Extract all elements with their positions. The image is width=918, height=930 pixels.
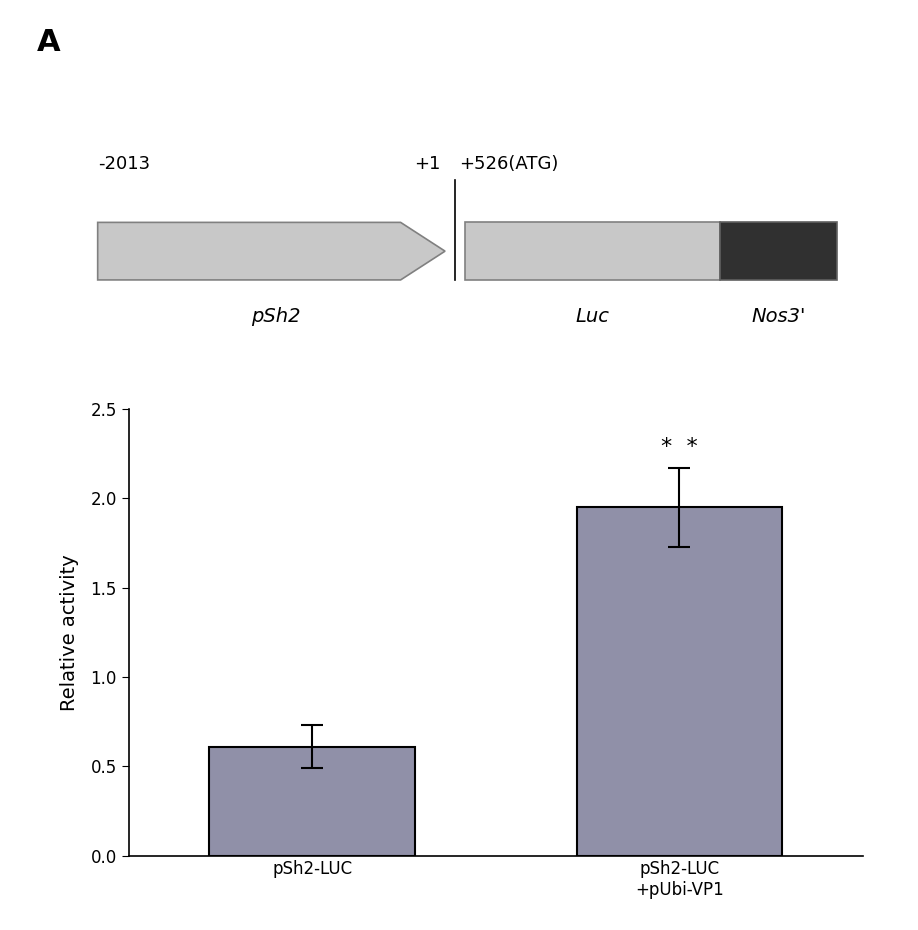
Text: *  *: * *	[661, 437, 698, 458]
Text: Nos3': Nos3'	[751, 307, 805, 326]
Text: A: A	[37, 28, 61, 57]
Bar	[465, 222, 720, 280]
Text: Luc: Luc	[576, 307, 610, 326]
Y-axis label: Relative activity: Relative activity	[61, 554, 79, 711]
Bar	[720, 222, 837, 280]
FancyArrow shape	[97, 222, 445, 280]
Text: -2013: -2013	[97, 154, 150, 173]
Bar	[577, 508, 782, 856]
Text: +526(ATG): +526(ATG)	[459, 154, 558, 173]
Text: +1: +1	[414, 154, 441, 173]
Bar	[209, 747, 415, 856]
Text: pSh2: pSh2	[251, 307, 300, 326]
